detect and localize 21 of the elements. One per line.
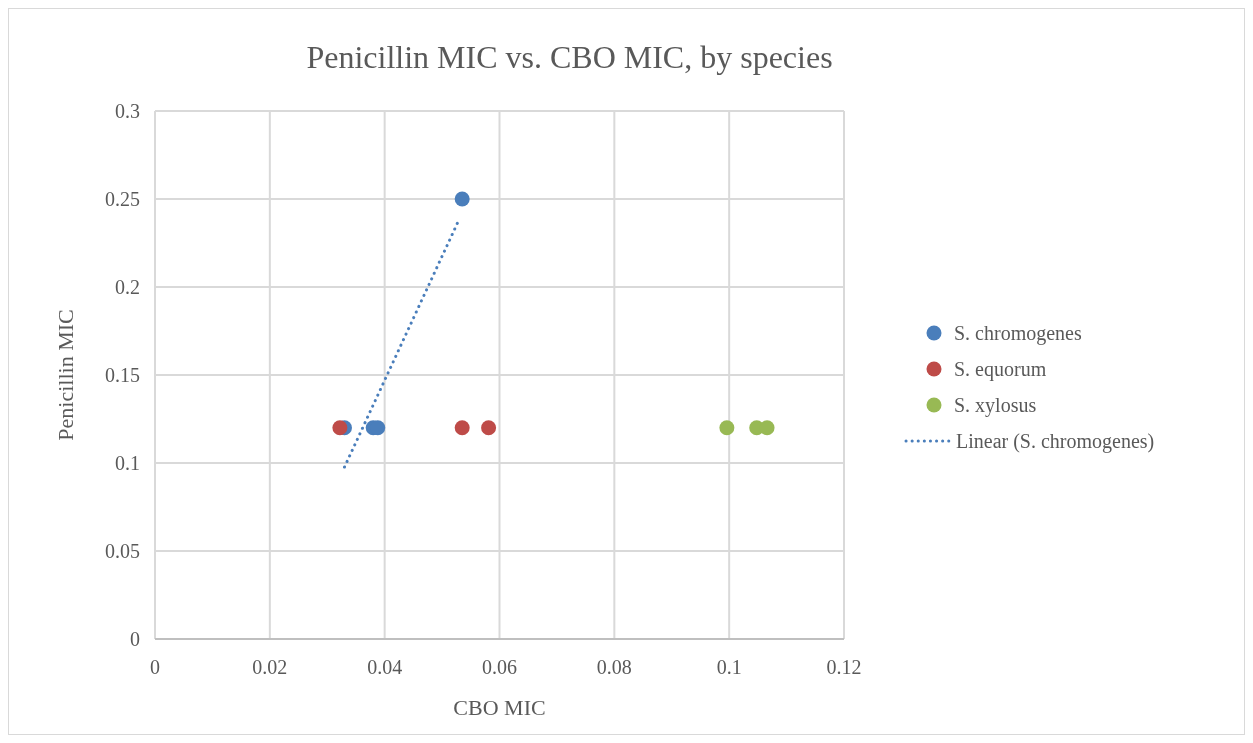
legend-label: Linear (S. chromogenes) <box>956 430 1155 453</box>
chart-title: Penicillin MIC vs. CBO MIC, by species <box>306 39 833 75</box>
x-tick-label: 0.1 <box>716 656 742 678</box>
y-tick-label: 0.05 <box>105 540 140 562</box>
x-tick-label: 0.02 <box>252 656 288 678</box>
y-tick-label: 0.1 <box>115 452 140 474</box>
y-tick-label: 0.25 <box>105 188 140 210</box>
x-tick-label: 0.08 <box>596 656 632 678</box>
legend-label: S. xylosus <box>954 394 1037 417</box>
y-tick-label: 0.3 <box>115 100 140 122</box>
legend-label: S. chromogenes <box>954 322 1082 345</box>
y-tick-label: 0.2 <box>115 276 140 298</box>
x-tick-label: 0 <box>150 656 160 678</box>
x-axis-title: CBO MIC <box>453 695 546 720</box>
legend-label: S. equorum <box>954 358 1047 381</box>
y-tick-label: 0.15 <box>105 364 140 386</box>
x-tick-label: 0.04 <box>367 656 403 678</box>
y-axis-title: Penicillin MIC <box>53 309 78 441</box>
y-tick-label: 0 <box>130 628 140 650</box>
x-tick-label: 0.06 <box>482 656 517 678</box>
x-tick-label: 0.12 <box>826 656 862 678</box>
